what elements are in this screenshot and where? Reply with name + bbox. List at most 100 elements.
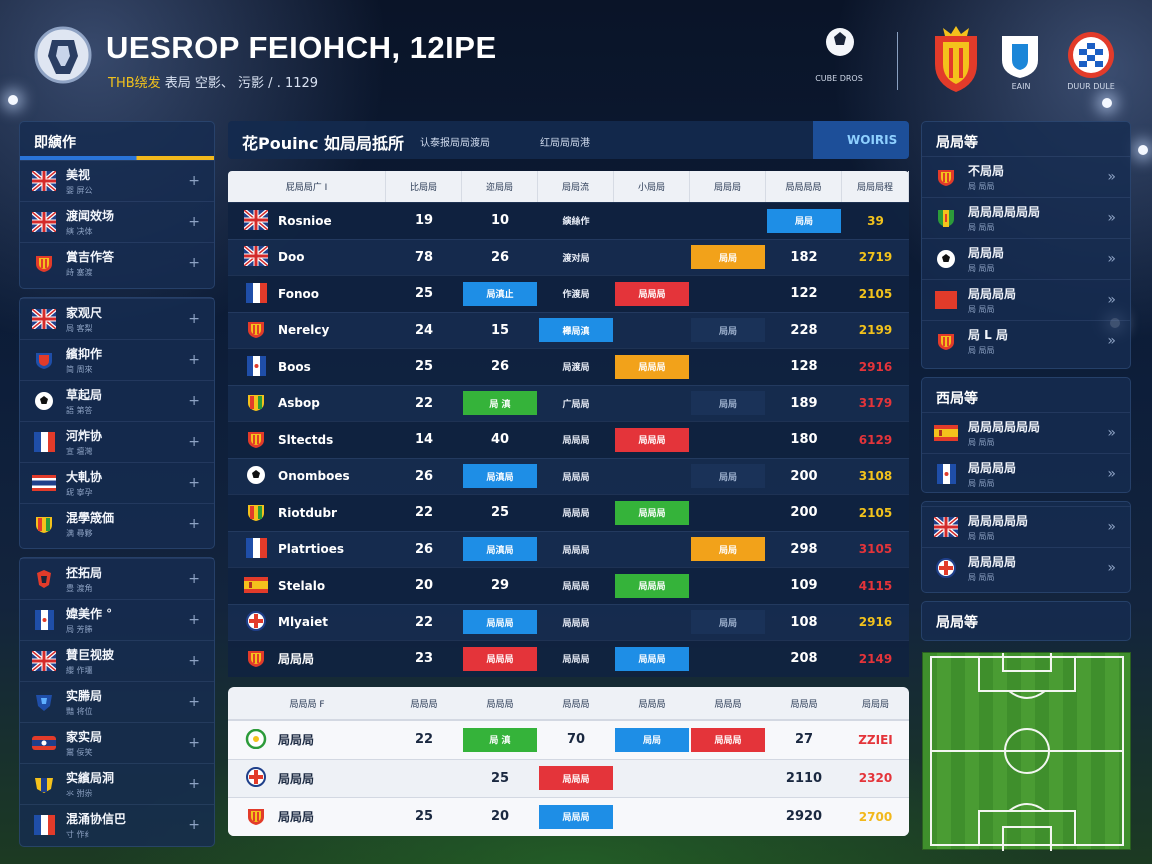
side-list-item[interactable]: 媁美作 ° 局 芳幐 +	[20, 599, 214, 640]
table-row[interactable]: Asbop 22 局 滇 广局局 局局 189 3179	[228, 384, 909, 421]
arrow-right-icon[interactable]: +	[188, 612, 200, 628]
side-list-item[interactable]: 局局局局局局 局 局局 »	[922, 412, 1130, 453]
arrow-right-icon[interactable]: +	[188, 817, 200, 833]
arrow-right-icon[interactable]: +	[188, 653, 200, 669]
arrow-right-icon[interactable]: +	[188, 735, 200, 751]
arrow-right-icon[interactable]: +	[188, 173, 200, 189]
column-header[interactable]: 局局局	[861, 699, 889, 710]
tab-standings[interactable]: WOIRIS	[813, 121, 909, 159]
arrow-right-icon[interactable]: »	[1107, 251, 1116, 267]
status-chip[interactable]: 局局	[767, 208, 841, 233]
status-chip[interactable]: 局 滇	[463, 727, 537, 752]
table-row[interactable]: Mlyaiet 22 局局局 局局局 局局 108 2916	[228, 603, 909, 640]
status-chip[interactable]: 局局	[691, 318, 765, 343]
side-list-item[interactable]: 賛巨视披 纓 作壃 +	[20, 640, 214, 681]
column-header[interactable]: 迩局局	[462, 171, 538, 202]
side-list-item[interactable]: 不局局 局 局局 »	[922, 156, 1130, 197]
side-list-item[interactable]: 局 L 局 局 局局 »	[922, 320, 1130, 361]
side-list-item[interactable]: 局局局局 局 局局 »	[922, 453, 1130, 494]
side-list-item[interactable]: 混學筬価 满 尋夥 +	[20, 503, 214, 544]
table-row[interactable]: Stelalo 20 29 局局局 局局局 109 4115	[228, 567, 909, 604]
status-chip[interactable]: 局局	[615, 727, 689, 752]
table-row[interactable]: Sltectds 14 40 局局局 局局局 180 6129	[228, 421, 909, 458]
column-header[interactable]: 局局流	[538, 171, 614, 202]
arrow-right-icon[interactable]: +	[188, 571, 200, 587]
side-list-item[interactable]: 局局局局 局 局局 »	[922, 547, 1130, 588]
arrow-right-icon[interactable]: »	[1107, 466, 1116, 482]
side-list-item[interactable]: 美视 婴 屏公 +	[20, 160, 214, 201]
column-header[interactable]: 局局局	[714, 699, 742, 710]
arrow-right-icon[interactable]: »	[1107, 519, 1116, 535]
column-header[interactable]: 局局局	[638, 699, 666, 710]
column-header[interactable]: 局局局 F	[289, 699, 325, 710]
side-list-item[interactable]: 賞吉作答 歭 塞渡 +	[20, 242, 214, 283]
status-chip[interactable]: 局局局	[463, 646, 537, 671]
table-row[interactable]: 局局局 25 局局局 2110 2320	[228, 758, 909, 798]
arrow-right-icon[interactable]: +	[188, 214, 200, 230]
status-chip[interactable]: 局局局	[463, 610, 537, 635]
side-list-item[interactable]: 实幐局 豔 将位 +	[20, 681, 214, 722]
table-row[interactable]: Boos 25 26 局渡局 局局局 128 2916	[228, 348, 909, 385]
arrow-right-icon[interactable]: +	[188, 516, 200, 532]
table-row[interactable]: Fonoo 25 局滇止 作渡局 局局局 122 2105	[228, 275, 909, 312]
side-list-item[interactable]: 混涌协信巴 寸 作纟 +	[20, 804, 214, 845]
status-chip[interactable]: 局局局	[539, 804, 613, 829]
table-row[interactable]: 局局局 22 局 滇 70 局局 局局局 27 ZZIEI	[228, 720, 909, 759]
column-header[interactable]: 局局局程	[842, 171, 909, 202]
arrow-right-icon[interactable]: »	[1107, 333, 1116, 349]
column-header[interactable]: 局局局	[562, 699, 590, 710]
table-row[interactable]: Riotdubr 22 25 局局局 局局局 200 2105	[228, 494, 909, 531]
arrow-right-icon[interactable]: +	[188, 255, 200, 271]
side-list-item[interactable]: 草起局 語 第答 +	[20, 380, 214, 421]
arrow-right-icon[interactable]: +	[188, 776, 200, 792]
column-header[interactable]: 比局局	[386, 171, 462, 202]
status-chip[interactable]: 局局局	[615, 646, 689, 671]
side-list-item[interactable]: 局局局 局 局局 »	[922, 238, 1130, 279]
column-header[interactable]: 局局局局	[766, 171, 842, 202]
status-chip[interactable]: 局局	[691, 391, 765, 416]
column-header[interactable]: 局局局	[690, 171, 766, 202]
arrow-right-icon[interactable]: +	[188, 393, 200, 409]
arrow-right-icon[interactable]: »	[1107, 169, 1116, 185]
status-chip[interactable]: 局局局	[615, 573, 689, 598]
status-chip[interactable]: 局滇局	[463, 537, 537, 562]
column-header[interactable]: 局局局	[410, 699, 438, 710]
arrow-right-icon[interactable]: +	[188, 434, 200, 450]
table-row[interactable]: Platrtioes 26 局滇局 局局局 局局 298 3105	[228, 530, 909, 567]
status-chip[interactable]: 局局	[691, 537, 765, 562]
arrow-right-icon[interactable]: »	[1107, 210, 1116, 226]
column-header[interactable]: 局局局	[486, 699, 514, 710]
status-chip[interactable]: 櫸局滇	[539, 318, 613, 343]
side-list-item[interactable]: 繽抑作 简 周來 +	[20, 339, 214, 380]
status-chip[interactable]: 局局局	[615, 427, 689, 452]
status-chip[interactable]: 局 滇	[463, 391, 537, 416]
column-header[interactable]: 屁局局广 I	[228, 171, 386, 202]
status-chip[interactable]: 局滇止	[463, 281, 537, 306]
status-chip[interactable]: 局局局	[691, 727, 765, 752]
status-chip[interactable]: 局局	[691, 464, 765, 489]
side-list-item[interactable]: 局局局局局局 局 局局 »	[922, 197, 1130, 238]
arrow-right-icon[interactable]: »	[1107, 425, 1116, 441]
table-row[interactable]: 局局局 25 20 局局局 2920 2700	[228, 797, 909, 836]
side-list-item[interactable]: 渡闻效场 縯 决体 +	[20, 201, 214, 242]
side-list-item[interactable]: 家实局 鬻 佞笑 +	[20, 722, 214, 763]
table-row[interactable]: Onomboes 26 局滇局 局局局 局局 200 3108	[228, 457, 909, 494]
arrow-right-icon[interactable]: +	[188, 475, 200, 491]
status-chip[interactable]: 局局	[691, 610, 765, 635]
column-header[interactable]: 小局局	[614, 171, 690, 202]
arrow-right-icon[interactable]: »	[1107, 292, 1116, 308]
arrow-right-icon[interactable]: +	[188, 352, 200, 368]
status-chip[interactable]: 局局	[691, 245, 765, 270]
side-list-item[interactable]: 家观尺 局 客梨 +	[20, 298, 214, 339]
side-list-item[interactable]: 局局局局局 局 局局 »	[922, 506, 1130, 547]
status-chip[interactable]: 局局局	[615, 500, 689, 525]
table-row[interactable]: Nerelcy 24 15 櫸局滇 局局 228 2199	[228, 311, 909, 348]
side-list-item[interactable]: 实繽局洞 氺 弣尜 +	[20, 763, 214, 804]
table-row[interactable]: Doo 78 26 渡对局 局局 182 2719	[228, 238, 909, 275]
side-list-item[interactable]: 抷拓局 豊 渡角 +	[20, 558, 214, 599]
side-list-item[interactable]: 河炸协 宣 壇灣 +	[20, 421, 214, 462]
status-chip[interactable]: 局局局	[615, 354, 689, 379]
status-chip[interactable]: 局局局	[539, 766, 613, 791]
arrow-right-icon[interactable]: +	[188, 311, 200, 327]
arrow-right-icon[interactable]: »	[1107, 560, 1116, 576]
